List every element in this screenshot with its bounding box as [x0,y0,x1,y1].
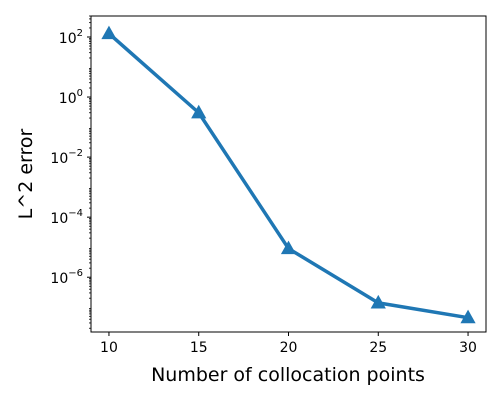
plot-area [90,15,487,333]
y-tick-label: 100 [59,88,83,107]
y-tick-exponent: −6 [68,268,83,279]
data-point-marker [370,294,386,309]
y-tick-mantissa: 10 [50,211,68,227]
x-tick-label: 10 [100,340,118,356]
y-tick-mantissa: 10 [59,31,77,47]
data-point-marker [101,25,117,40]
y-tick-mantissa: 10 [50,271,68,287]
data-point-marker [460,309,476,324]
y-tick-label: 10−2 [50,148,83,167]
x-tick-label: 30 [459,340,477,356]
data-point-marker [280,240,297,255]
y-tick-label: 10−4 [50,208,83,227]
y-tick-mantissa: 10 [59,91,77,107]
series-layer [101,25,476,324]
y-axis-label: L^2 error [15,129,37,220]
y-tick-mantissa: 10 [50,151,68,167]
x-tick-label: 15 [190,340,208,356]
y-tick-label: 102 [59,28,83,47]
y-tick-exponent: 2 [77,28,83,39]
x-axis-label: Number of collocation points [151,364,425,386]
y-tick-exponent: −4 [68,208,83,219]
data-point-marker [191,104,207,119]
y-tick-exponent: −2 [68,148,83,159]
y-tick-exponent: 0 [77,88,83,99]
x-axis-ticks: 10 15 20 25 30 [100,332,477,356]
x-tick-label: 25 [369,340,387,356]
y-tick-label: 10−6 [50,268,83,287]
x-tick-label: 20 [280,340,298,356]
